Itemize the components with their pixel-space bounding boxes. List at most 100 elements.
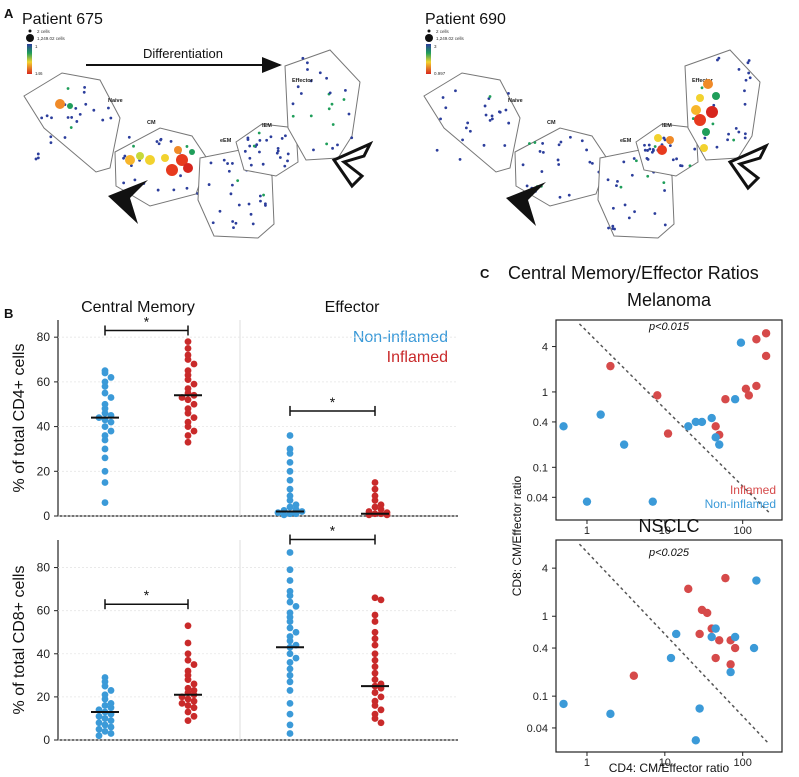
data-point <box>711 624 720 633</box>
data-point <box>184 356 192 363</box>
tree-node <box>619 185 623 189</box>
data-point <box>286 618 294 625</box>
tree-node <box>50 116 53 120</box>
data-point <box>286 699 294 707</box>
tree-node <box>663 189 666 192</box>
data-point <box>371 689 379 696</box>
data-point <box>286 665 294 673</box>
tree-node <box>283 164 287 168</box>
tree-node <box>258 194 262 198</box>
data-point <box>101 423 109 430</box>
tree-node <box>218 209 222 213</box>
data-point <box>286 496 294 504</box>
data-point <box>286 458 294 466</box>
tree-node <box>503 144 507 147</box>
data-point <box>101 369 109 377</box>
tree-node <box>700 86 704 90</box>
x-tick-label: 100 <box>733 757 751 769</box>
tree-node <box>222 158 226 162</box>
svg-text:1: 1 <box>35 44 38 49</box>
subplot-title: Melanoma <box>627 290 712 310</box>
data-point <box>101 499 109 506</box>
tree-node <box>607 226 610 230</box>
data-point <box>190 680 198 688</box>
data-point <box>286 467 294 475</box>
tree-node-hot <box>694 114 706 126</box>
y-tick-label: 0 <box>43 509 50 523</box>
y-axis-label: % of total CD8+ cells <box>11 566 28 715</box>
significance-star: * <box>330 394 336 410</box>
data-point <box>691 417 701 427</box>
tree-node <box>653 212 657 215</box>
x-axis-label: CD4: CM/Effector ratio <box>609 761 730 775</box>
y-tick-label: 20 <box>37 464 51 478</box>
data-point <box>619 440 629 449</box>
compartment-label-effector: Effector <box>692 78 714 84</box>
tree-node <box>122 156 125 160</box>
data-point <box>107 427 115 435</box>
tree-node <box>748 76 752 80</box>
svg-text:0.997: 0.997 <box>434 71 446 76</box>
data-point <box>101 479 109 486</box>
tree-node <box>630 173 634 177</box>
tree-node <box>482 143 486 147</box>
tree-node <box>309 79 313 83</box>
data-point <box>286 432 294 439</box>
data-point <box>101 695 109 703</box>
tree-node <box>312 148 315 152</box>
tree-node <box>558 195 562 199</box>
compartment-label-cm: CM <box>147 120 156 126</box>
tree-node <box>484 113 488 117</box>
tree-node <box>227 169 231 173</box>
tree-node <box>257 131 261 135</box>
data-point <box>371 594 379 602</box>
tree-node <box>249 212 253 216</box>
data-point <box>695 704 704 713</box>
tree-node <box>249 163 253 167</box>
significance-star: * <box>144 313 150 329</box>
tree-node <box>70 116 74 119</box>
tree-node <box>36 152 40 156</box>
plot-frame <box>555 319 783 521</box>
data-point <box>365 511 373 519</box>
data-point <box>101 467 109 475</box>
trend-line <box>578 323 770 514</box>
tree-node <box>299 92 303 95</box>
tree-node <box>533 141 537 144</box>
compartment-lem <box>235 123 299 177</box>
tree-node-hot <box>174 146 182 154</box>
compartment-effector <box>684 49 761 161</box>
data-point <box>107 730 115 737</box>
tree-node <box>127 135 131 139</box>
data-point <box>695 629 704 639</box>
data-point <box>95 732 103 740</box>
tree-node <box>350 136 354 140</box>
svg-text:2 cells: 2 cells <box>436 29 450 34</box>
data-point <box>715 440 724 449</box>
y-tick-label: 0.04 <box>527 492 548 504</box>
tree-node <box>734 126 738 130</box>
tree-node <box>278 156 282 159</box>
tree-node <box>611 206 615 210</box>
tree-node <box>650 150 654 154</box>
tree-node <box>743 89 746 93</box>
data-point <box>371 628 379 636</box>
compartment-naive <box>23 72 121 173</box>
tree-node <box>286 159 289 163</box>
tree-node <box>668 144 672 148</box>
panel-b-strip-plots: Central Memory Effector Non-inflamed Inflam… <box>11 299 458 747</box>
x-tick-label: 10 <box>659 525 671 537</box>
tree-node <box>588 160 592 164</box>
tree-node <box>156 188 160 192</box>
data-point <box>666 653 676 663</box>
tree-node <box>507 121 511 125</box>
tree-node <box>541 142 545 145</box>
tree-node-hot <box>654 134 662 142</box>
data-point <box>582 497 592 506</box>
tree-node <box>78 112 82 116</box>
tree-node <box>590 161 594 165</box>
data-point <box>721 395 730 404</box>
tree-node <box>229 192 233 196</box>
tree-node <box>454 89 457 93</box>
